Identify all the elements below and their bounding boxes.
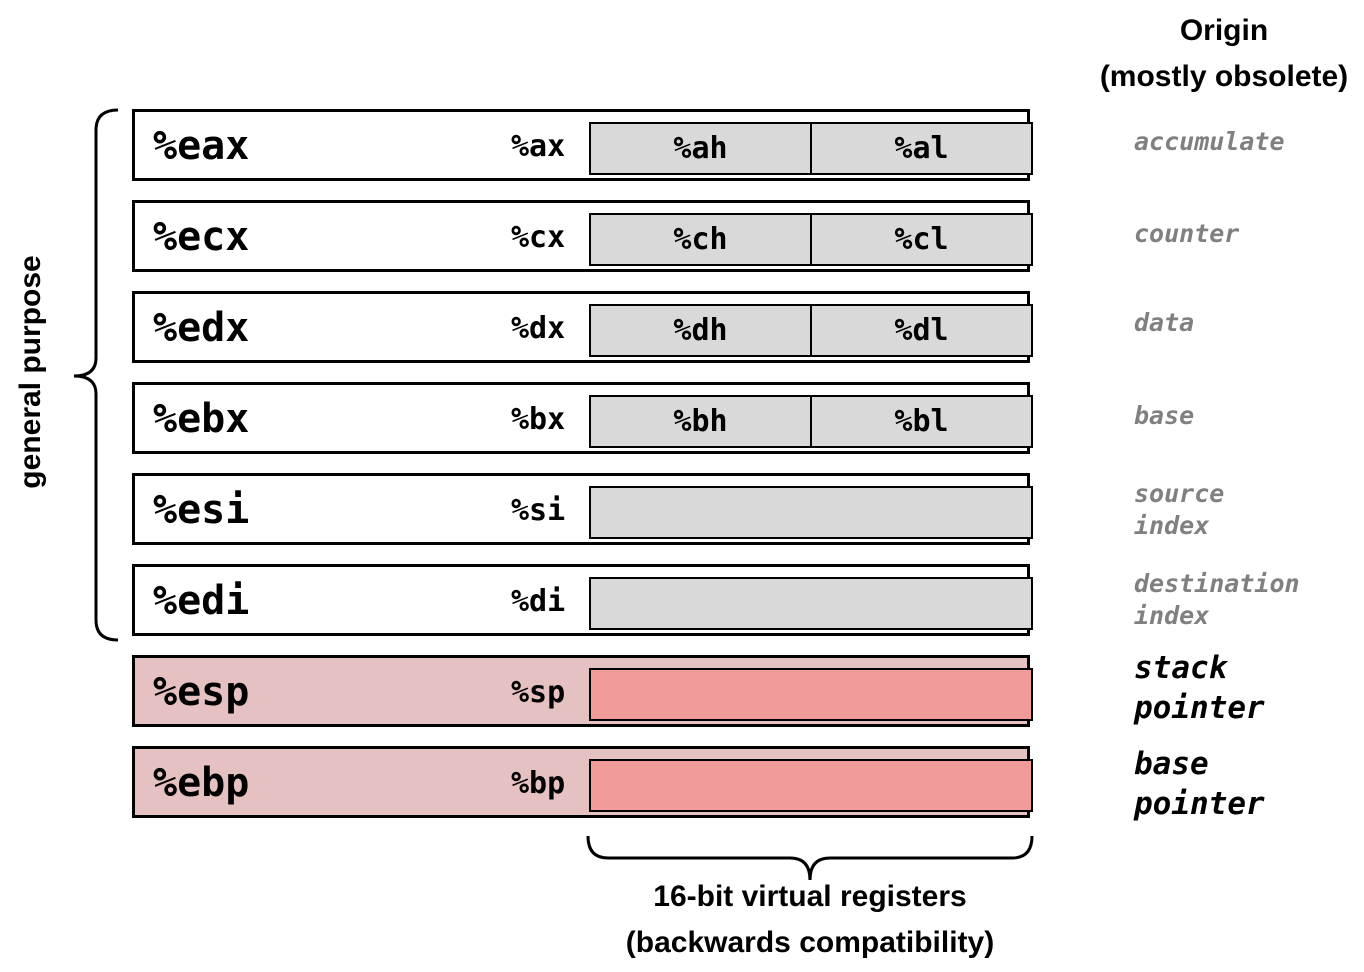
register-origin-label: destination index bbox=[1134, 569, 1300, 630]
register-row: %eax %ax %ah %al bbox=[132, 109, 1033, 181]
register-row: %esp %sp bbox=[132, 655, 1033, 727]
register-32bit-name: %ebp bbox=[153, 760, 250, 806]
register-16bit-name: %si bbox=[511, 493, 566, 528]
register-origin-label: base pointer bbox=[1134, 746, 1265, 822]
register-row: %edi %di bbox=[132, 564, 1033, 636]
origin-header-title: Origin bbox=[1179, 14, 1269, 47]
register-32bit-name: %esi bbox=[153, 487, 250, 533]
register-origin-label: base bbox=[1134, 401, 1195, 430]
register-origin-label: stack pointer bbox=[1134, 650, 1265, 726]
general-purpose-brace bbox=[73, 108, 119, 642]
register-row: %edx %dx %dh %dl bbox=[132, 291, 1033, 363]
register-16bit-box bbox=[589, 486, 1033, 539]
register-32bit-name: %ebx bbox=[153, 396, 250, 442]
register-high-byte: %ch bbox=[591, 215, 812, 264]
general-purpose-label: general purpose bbox=[14, 255, 47, 489]
origin-header-subtitle: (mostly obsolete) bbox=[1099, 60, 1349, 93]
register-16bit-box: %dh %dl bbox=[589, 304, 1033, 357]
virtual-registers-subtitle: (backwards compatibility) bbox=[625, 926, 995, 959]
virtual-registers-label: 16-bit virtual registers (backwards comp… bbox=[590, 874, 1030, 966]
register-16bit-name: %bp bbox=[511, 766, 566, 801]
register-32bit-name: %ecx bbox=[153, 214, 250, 260]
register-origin-label: accumulate bbox=[1134, 127, 1285, 156]
register-origin-label: data bbox=[1134, 308, 1195, 337]
register-origin-label: counter bbox=[1134, 219, 1240, 248]
origin-header: Origin (mostly obsolete) bbox=[1090, 8, 1358, 100]
register-32bit-name: %esp bbox=[153, 669, 250, 715]
register-32bit-name: %edx bbox=[153, 305, 250, 351]
register-16bit-name: %cx bbox=[511, 220, 566, 255]
register-16bit-name: %bx bbox=[511, 402, 566, 437]
register-16bit-name: %di bbox=[511, 584, 566, 619]
register-origin-label: source index bbox=[1134, 479, 1225, 540]
bottom-brace bbox=[586, 835, 1034, 881]
register-16bit-box bbox=[589, 759, 1033, 812]
register-row: %ebx %bx %bh %bl bbox=[132, 382, 1033, 454]
register-high-byte: %dh bbox=[591, 306, 812, 355]
register-low-byte: %cl bbox=[894, 222, 949, 257]
register-high-byte: %bh bbox=[591, 397, 812, 446]
register-16bit-name: %sp bbox=[511, 675, 566, 710]
register-16bit-box: %ah %al bbox=[589, 122, 1033, 175]
register-32bit-name: %edi bbox=[153, 578, 250, 624]
register-32bit-name: %eax bbox=[153, 123, 250, 169]
register-low-byte: %bl bbox=[894, 404, 949, 439]
register-16bit-box bbox=[589, 577, 1033, 630]
register-row: %ebp %bp bbox=[132, 746, 1033, 818]
register-16bit-name: %ax bbox=[511, 129, 566, 164]
register-high-byte: %ah bbox=[591, 124, 812, 173]
register-16bit-box: %bh %bl bbox=[589, 395, 1033, 448]
virtual-registers-title: 16-bit virtual registers bbox=[653, 880, 967, 913]
register-low-byte: %al bbox=[894, 131, 949, 166]
register-16bit-box bbox=[589, 668, 1033, 721]
register-low-byte: %dl bbox=[894, 313, 949, 348]
register-row: %ecx %cx %ch %cl bbox=[132, 200, 1033, 272]
register-row: %esi %si bbox=[132, 473, 1033, 545]
register-16bit-box: %ch %cl bbox=[589, 213, 1033, 266]
register-16bit-name: %dx bbox=[511, 311, 566, 346]
